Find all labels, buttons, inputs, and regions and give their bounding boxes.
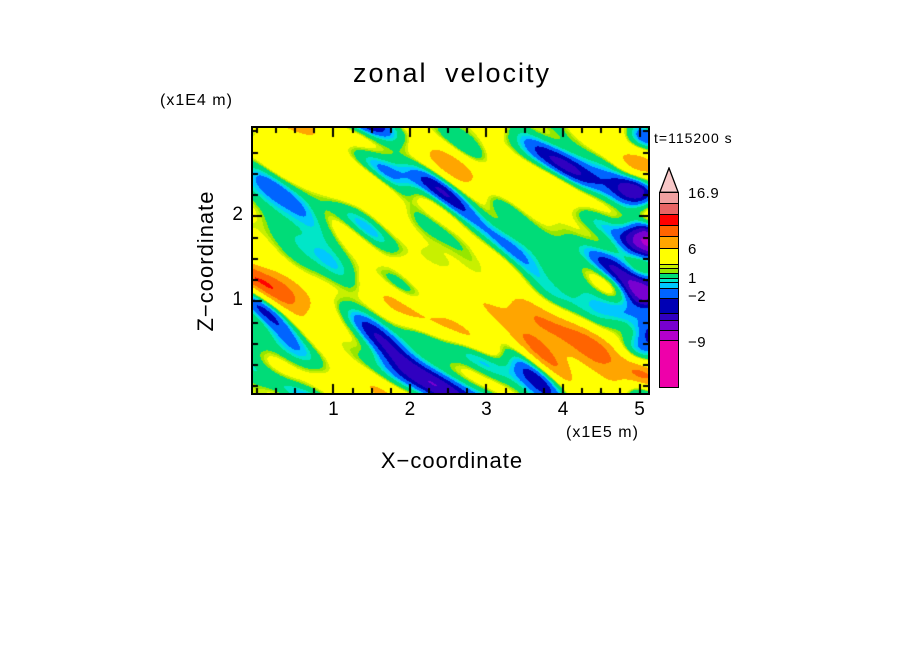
x-tick-label: 1 xyxy=(328,399,339,420)
x-tick-label: 5 xyxy=(634,399,645,420)
y-axis-unit: (x1E4 m) xyxy=(160,92,233,109)
colorbar-segment xyxy=(659,340,679,388)
colorbar-segment xyxy=(659,248,679,265)
x-axis-title: X−coordinate xyxy=(380,448,524,473)
colorbar-value-label: 16.9 xyxy=(688,185,720,202)
heatmap-canvas xyxy=(253,128,648,393)
colorbar: 16.9 6 1 −2 −9 xyxy=(659,167,719,388)
plot-area: 1 2 3 4 5 1 2 xyxy=(232,126,650,420)
colorbar-value-label: −2 xyxy=(688,288,707,305)
colorbar-segment xyxy=(659,298,679,314)
x-tick-label: 4 xyxy=(557,399,569,420)
x-axis-unit: (x1E5 m) xyxy=(566,424,639,441)
colorbar-value-label: 1 xyxy=(688,270,697,287)
x-tick-label: 2 xyxy=(404,399,416,420)
timestamp-label: t=115200 s xyxy=(654,130,733,146)
colorbar-value-label: 6 xyxy=(688,241,697,258)
colorbar-value-label: −9 xyxy=(688,334,707,351)
y-tick-label: 2 xyxy=(232,204,243,226)
colorbar-arrow xyxy=(659,167,679,193)
plot-title: zonal velocity xyxy=(352,58,552,88)
y-tick-label: 1 xyxy=(232,289,243,311)
x-tick-label: 3 xyxy=(481,399,492,420)
